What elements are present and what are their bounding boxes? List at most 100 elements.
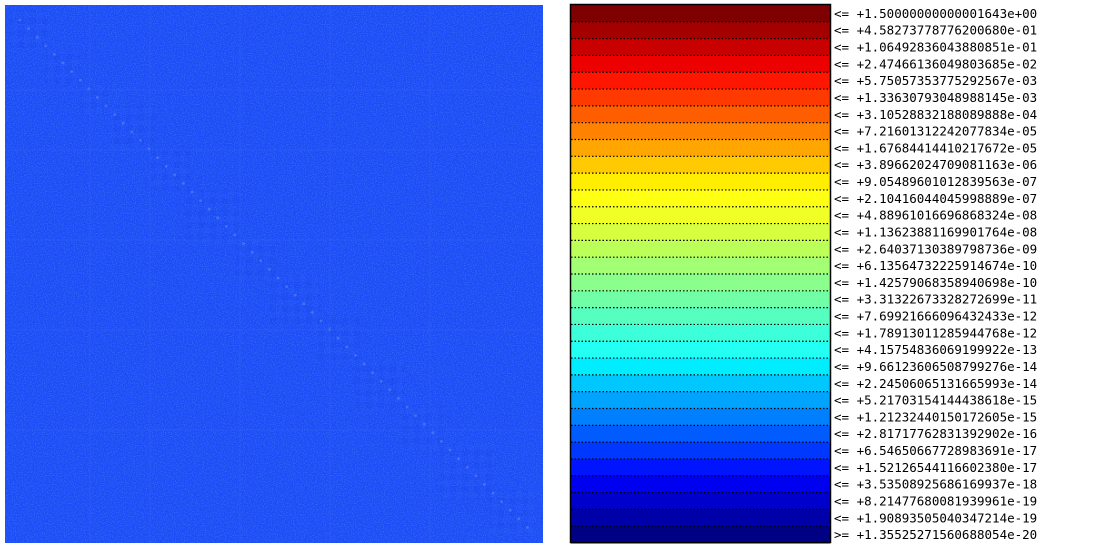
matrix-diagonal-point	[483, 483, 486, 486]
matrix-diagonal-point	[336, 336, 340, 340]
colorbar-tick-label: <= +6.13564732225914674e-10	[834, 258, 1037, 273]
matrix-diagonal-point	[397, 397, 400, 400]
colorbar-band	[571, 475, 830, 494]
colorbar-tick-label: <= +9.66123606508799276e-14	[834, 359, 1037, 374]
matrix-diagonal-point	[354, 354, 357, 357]
matrix-diagonal-point	[508, 508, 512, 512]
colorbar-band	[571, 38, 830, 56]
colorbar-band	[571, 206, 830, 225]
colorbar-tick-label: <= +2.10416044045998889e-07	[834, 191, 1037, 206]
colorbar-tick-label: <= +4.58273778776200680e-01	[834, 23, 1037, 38]
matrix-diagonal-point	[302, 302, 306, 306]
matrix-diagonal-point	[440, 440, 443, 443]
colorbar-band	[571, 526, 830, 544]
colorbar-tick-label: <= +7.69921666096432433e-12	[834, 309, 1037, 324]
colorbar-tick-label: <= +1.78913011285944768e-12	[834, 325, 1037, 340]
colorbar-tick-label: <= +1.13623881169901764e-08	[834, 224, 1037, 239]
colorbar-tick-label: <= +3.89662024709081163e-06	[834, 157, 1037, 172]
colorbar-tick-label: <= +2.24506065131665993e-14	[834, 376, 1037, 391]
matrix-diagonal-point	[431, 431, 435, 435]
colorbar-band	[571, 72, 830, 90]
colorbar-tick-label: <= +1.06492836043880851e-01	[834, 40, 1037, 55]
sparsity-matrix-heatmap	[5, 5, 543, 543]
matrix-diagonal-point	[139, 139, 142, 142]
colorbar-band	[571, 425, 830, 443]
matrix-block	[270, 275, 320, 325]
colorbar-band	[571, 324, 830, 342]
colorbar-band	[571, 89, 830, 107]
matrix-block	[355, 360, 405, 410]
matrix-diagonal-point	[96, 96, 99, 99]
matrix-diagonal-point	[173, 173, 177, 177]
colorbar-tick-label: <= +3.53508925686169937e-18	[834, 477, 1037, 492]
colorbar-tick-label: <= +3.31322673328272699e-11	[834, 292, 1037, 307]
matrix-diagonal-point	[422, 422, 426, 426]
colorbar-band	[571, 341, 830, 359]
colorbar-dividers	[571, 21, 830, 527]
colorbar-band	[571, 5, 830, 23]
matrix-diagonal-point	[276, 276, 280, 280]
matrix-diagonal-point	[474, 474, 478, 478]
matrix-diagonal-point	[517, 517, 521, 521]
matrix-block	[110, 105, 155, 150]
matrix-diagonal-point	[147, 147, 151, 151]
matrix-diagonal-point	[104, 104, 108, 108]
matrix-diagonal-point	[182, 182, 185, 185]
colorbar-tick-label: <= +1.42579068358940698e-10	[834, 275, 1037, 290]
matrix-diagonal-point	[250, 250, 254, 254]
matrix-diagonal-point	[242, 242, 246, 246]
matrix-diagonal-point	[500, 500, 503, 503]
colorbar-band	[571, 374, 830, 393]
matrix-diagonal-point	[70, 70, 73, 73]
matrix-diagonal-point	[113, 113, 116, 116]
colorbar-tick-label: <= +7.21601312242077834e-05	[834, 124, 1037, 139]
matrix-diagonal-point	[285, 285, 288, 288]
colorbar-tick-label: <= +2.81717762831392902e-16	[834, 426, 1037, 441]
colorbar-band	[571, 173, 830, 191]
colorbar-tick-label: <= +2.64037130389798736e-09	[834, 241, 1037, 256]
colorbar-band	[571, 240, 830, 258]
matrix-diagonal-point	[293, 293, 297, 297]
matrix-diagonal-point	[328, 328, 331, 331]
matrix-diagonal-point	[44, 44, 48, 48]
colorbar-border	[569, 3, 832, 544]
colorbar-tick-label: <= +4.88961016696868324e-08	[834, 208, 1037, 223]
matrix-diagonal-point	[362, 362, 366, 366]
colorbar-tick-label: <= +6.54650667728983691e-17	[834, 443, 1037, 458]
matrix-diagonal-point	[78, 78, 82, 82]
matrix-diagonal-point	[457, 457, 460, 460]
colorbar-tick-label: <= +9.05489601012839563e-07	[834, 174, 1037, 189]
colorbar-tick-label: >= +1.35525271560688054e-20	[834, 527, 1037, 542]
matrix-diagonal-point	[379, 379, 383, 383]
colorbar-band	[571, 105, 830, 124]
matrix-block	[45, 50, 80, 85]
colorbar-band	[571, 391, 830, 409]
matrix-diagonal-point	[268, 268, 271, 271]
colorbar-band	[571, 408, 830, 426]
colorbar-band	[571, 139, 830, 157]
matrix-diagonal-point	[259, 259, 263, 263]
colorbar-band	[571, 223, 830, 241]
matrix-diagonal-point	[311, 311, 314, 314]
matrix-diagonal-point	[388, 388, 392, 392]
colorbar-tick-label: <= +4.15754836069199922e-13	[834, 342, 1037, 357]
matrix-diagonal-point	[87, 87, 91, 91]
matrix-diagonal-point	[371, 371, 374, 374]
colorbar-tick-label: <= +5.21703154144438618e-15	[834, 393, 1037, 408]
matrix-diagonal-point	[465, 465, 469, 469]
matrix-diagonal-point	[18, 18, 22, 22]
colorbar-band	[571, 274, 830, 292]
colorbar-tick-label: <= +1.90893505040347214e-19	[834, 510, 1037, 525]
matrix-diagonal-point	[199, 199, 203, 203]
colorbar-tick-label: <= +8.21477680081939961e-19	[834, 493, 1037, 508]
matrix-block	[315, 318, 360, 363]
colorbar-band	[571, 358, 830, 376]
matrix-diagonal-point	[27, 27, 30, 30]
matrix-diagonal-point	[130, 130, 134, 134]
matrix-diagonal-point	[164, 164, 168, 168]
matrix-diagonal-point	[121, 121, 125, 125]
matrix-diagonal-point	[61, 61, 65, 65]
colorbar-tick-label: <= +3.10528832188089888e-04	[834, 107, 1037, 122]
matrix-diagonal-point	[216, 216, 220, 220]
matrix-block	[400, 405, 445, 450]
